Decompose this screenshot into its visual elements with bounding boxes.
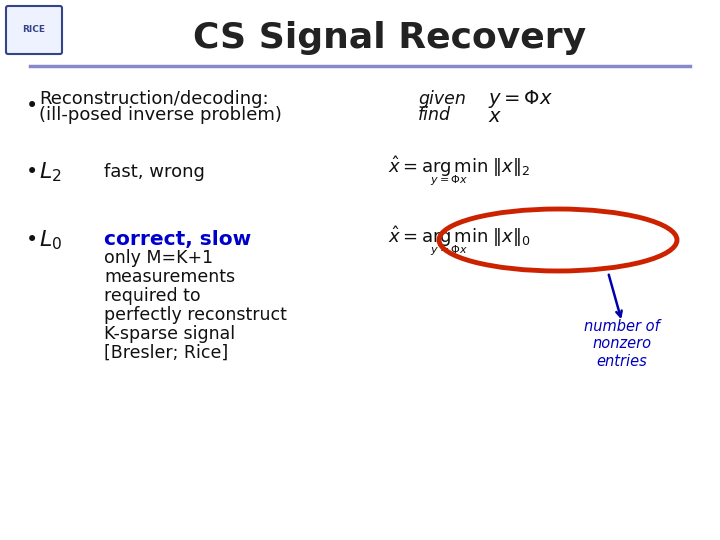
Text: [Bresler; Rice]: [Bresler; Rice] bbox=[104, 344, 228, 362]
Text: $x$: $x$ bbox=[488, 106, 503, 125]
Text: find: find bbox=[418, 106, 451, 124]
Text: number of
nonzero
entries: number of nonzero entries bbox=[584, 319, 660, 369]
Text: $y{=}\Phi x$: $y{=}\Phi x$ bbox=[430, 243, 468, 257]
Text: (ill-posed inverse problem): (ill-posed inverse problem) bbox=[39, 106, 282, 124]
Text: $\hat{x} = \mathrm{arg\,min}\;\|x\|_0$: $\hat{x} = \mathrm{arg\,min}\;\|x\|_0$ bbox=[388, 225, 531, 249]
Text: $y = \Phi x$: $y = \Phi x$ bbox=[488, 88, 553, 110]
Text: •: • bbox=[26, 96, 38, 116]
Text: measurements: measurements bbox=[104, 268, 235, 286]
Text: •: • bbox=[26, 230, 38, 250]
Text: correct, slow: correct, slow bbox=[104, 231, 251, 249]
Text: given: given bbox=[418, 90, 466, 108]
Text: fast, wrong: fast, wrong bbox=[104, 163, 205, 181]
Text: $\mathbf{\it{L}}_2$: $\mathbf{\it{L}}_2$ bbox=[39, 160, 62, 184]
Text: $y{=}\Phi x$: $y{=}\Phi x$ bbox=[430, 173, 468, 187]
Text: RICE: RICE bbox=[22, 25, 45, 35]
Text: $\hat{x} = \mathrm{arg\,min}\;\|x\|_2$: $\hat{x} = \mathrm{arg\,min}\;\|x\|_2$ bbox=[388, 154, 531, 179]
Text: only M=K+1: only M=K+1 bbox=[104, 249, 213, 267]
FancyBboxPatch shape bbox=[6, 6, 62, 54]
Text: required to: required to bbox=[104, 287, 201, 305]
Text: CS Signal Recovery: CS Signal Recovery bbox=[194, 21, 587, 55]
Text: Reconstruction/decoding:: Reconstruction/decoding: bbox=[39, 90, 269, 108]
Text: $\mathbf{\it{L}}_0$: $\mathbf{\it{L}}_0$ bbox=[39, 228, 63, 252]
Text: perfectly reconstruct: perfectly reconstruct bbox=[104, 306, 287, 324]
Text: •: • bbox=[26, 162, 38, 182]
Text: K-sparse signal: K-sparse signal bbox=[104, 325, 235, 343]
